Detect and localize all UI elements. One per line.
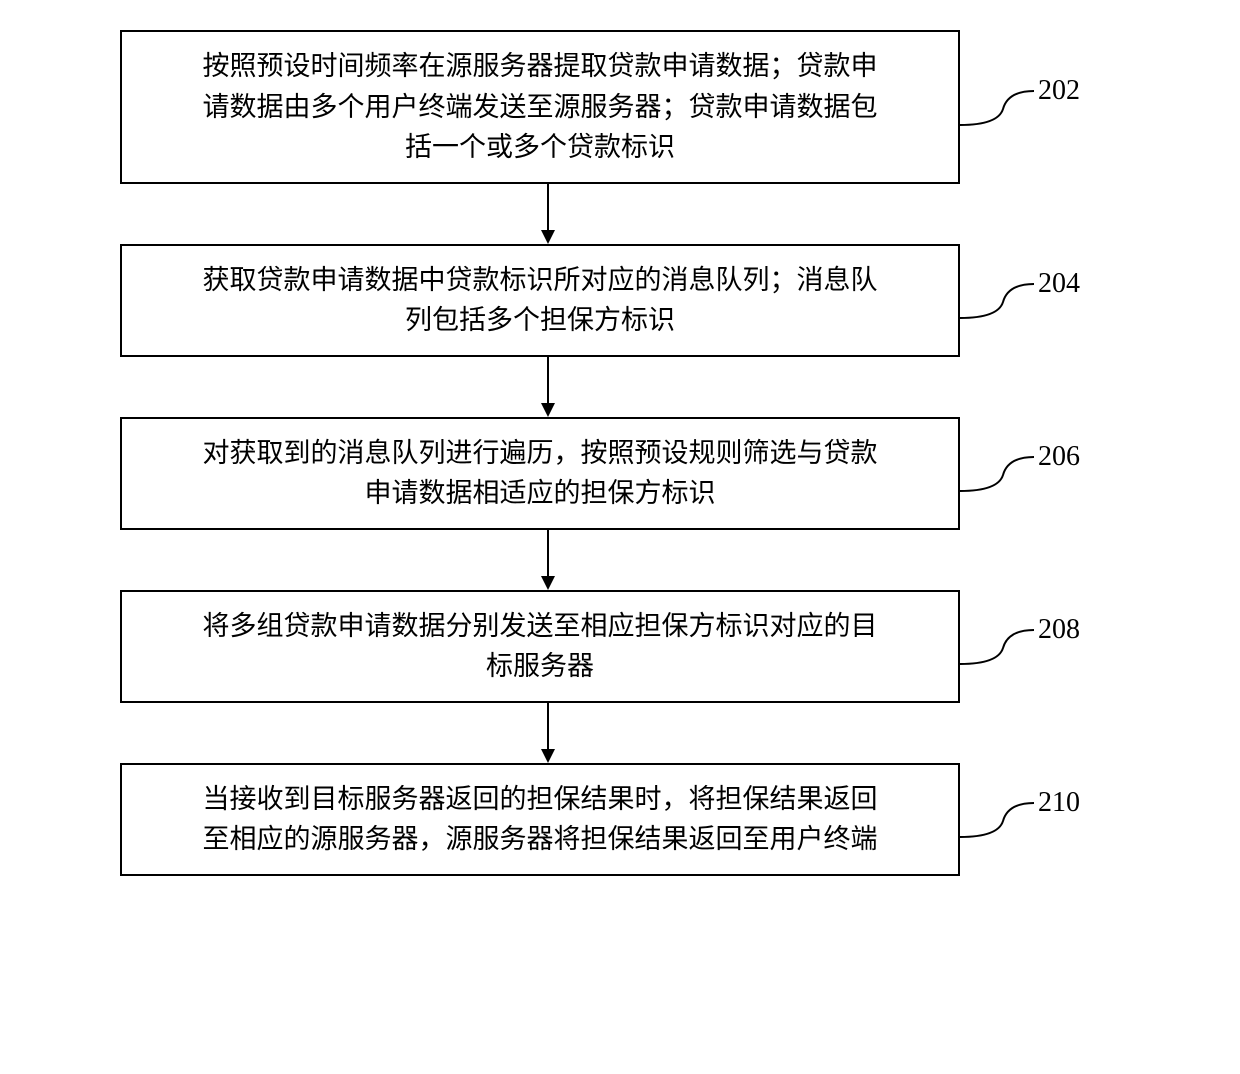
arrow-down-icon: [538, 184, 558, 244]
node-text-line: 括一个或多个贷款标识: [405, 132, 675, 162]
flow-arrow: [120, 703, 1120, 763]
node-text-line: 申请数据相适应的担保方标识: [365, 478, 716, 508]
node-label-bracket: 210: [960, 763, 1100, 876]
node-text-line: 按照预设时间频率在源服务器提取贷款申请数据；贷款申: [203, 51, 878, 81]
bracket-icon: [958, 280, 1038, 320]
bracket-icon: [958, 87, 1038, 127]
node-text-line: 将多组贷款申请数据分别发送至相应担保方标识对应的目: [203, 611, 878, 641]
flow-node: 当接收到目标服务器返回的担保结果时，将担保结果返回 至相应的源服务器，源服务器将…: [120, 763, 960, 876]
arrow-down-icon: [538, 530, 558, 590]
node-label-bracket: 206: [960, 417, 1100, 530]
flowchart-container: 按照预设时间频率在源服务器提取贷款申请数据；贷款申 请数据由多个用户终端发送至源…: [120, 30, 1120, 876]
node-label-bracket: 202: [960, 30, 1100, 184]
node-label: 206: [1038, 441, 1080, 473]
flow-arrow: [120, 184, 1120, 244]
flow-row: 将多组贷款申请数据分别发送至相应担保方标识对应的目 标服务器 208: [120, 590, 1120, 703]
bracket-icon: [958, 626, 1038, 666]
flow-row: 对获取到的消息队列进行遍历，按照预设规则筛选与贷款 申请数据相适应的担保方标识 …: [120, 417, 1120, 530]
node-text-line: 标服务器: [486, 651, 594, 681]
node-text-line: 对获取到的消息队列进行遍历，按照预设规则筛选与贷款: [203, 438, 878, 468]
node-label: 208: [1038, 614, 1080, 646]
node-label: 210: [1038, 787, 1080, 819]
bracket-icon: [958, 453, 1038, 493]
node-text-line: 请数据由多个用户终端发送至源服务器；贷款申请数据包: [203, 92, 878, 122]
flow-node: 获取贷款申请数据中贷款标识所对应的消息队列；消息队 列包括多个担保方标识: [120, 244, 960, 357]
node-label-bracket: 204: [960, 244, 1100, 357]
node-text-line: 列包括多个担保方标识: [405, 305, 675, 335]
arrow-down-icon: [538, 357, 558, 417]
flow-node: 将多组贷款申请数据分别发送至相应担保方标识对应的目 标服务器: [120, 590, 960, 703]
flow-arrow: [120, 530, 1120, 590]
node-label: 202: [1038, 75, 1080, 107]
flow-node: 对获取到的消息队列进行遍历，按照预设规则筛选与贷款 申请数据相适应的担保方标识: [120, 417, 960, 530]
node-label: 204: [1038, 268, 1080, 300]
flow-row: 按照预设时间频率在源服务器提取贷款申请数据；贷款申 请数据由多个用户终端发送至源…: [120, 30, 1120, 184]
flow-node: 按照预设时间频率在源服务器提取贷款申请数据；贷款申 请数据由多个用户终端发送至源…: [120, 30, 960, 184]
arrow-down-icon: [538, 703, 558, 763]
flow-arrow: [120, 357, 1120, 417]
bracket-icon: [958, 799, 1038, 839]
node-text-line: 当接收到目标服务器返回的担保结果时，将担保结果返回: [203, 784, 878, 814]
flow-row: 当接收到目标服务器返回的担保结果时，将担保结果返回 至相应的源服务器，源服务器将…: [120, 763, 1120, 876]
flow-row: 获取贷款申请数据中贷款标识所对应的消息队列；消息队 列包括多个担保方标识 204: [120, 244, 1120, 357]
node-text-line: 至相应的源服务器，源服务器将担保结果返回至用户终端: [203, 824, 878, 854]
node-label-bracket: 208: [960, 590, 1100, 703]
node-text-line: 获取贷款申请数据中贷款标识所对应的消息队列；消息队: [203, 265, 878, 295]
